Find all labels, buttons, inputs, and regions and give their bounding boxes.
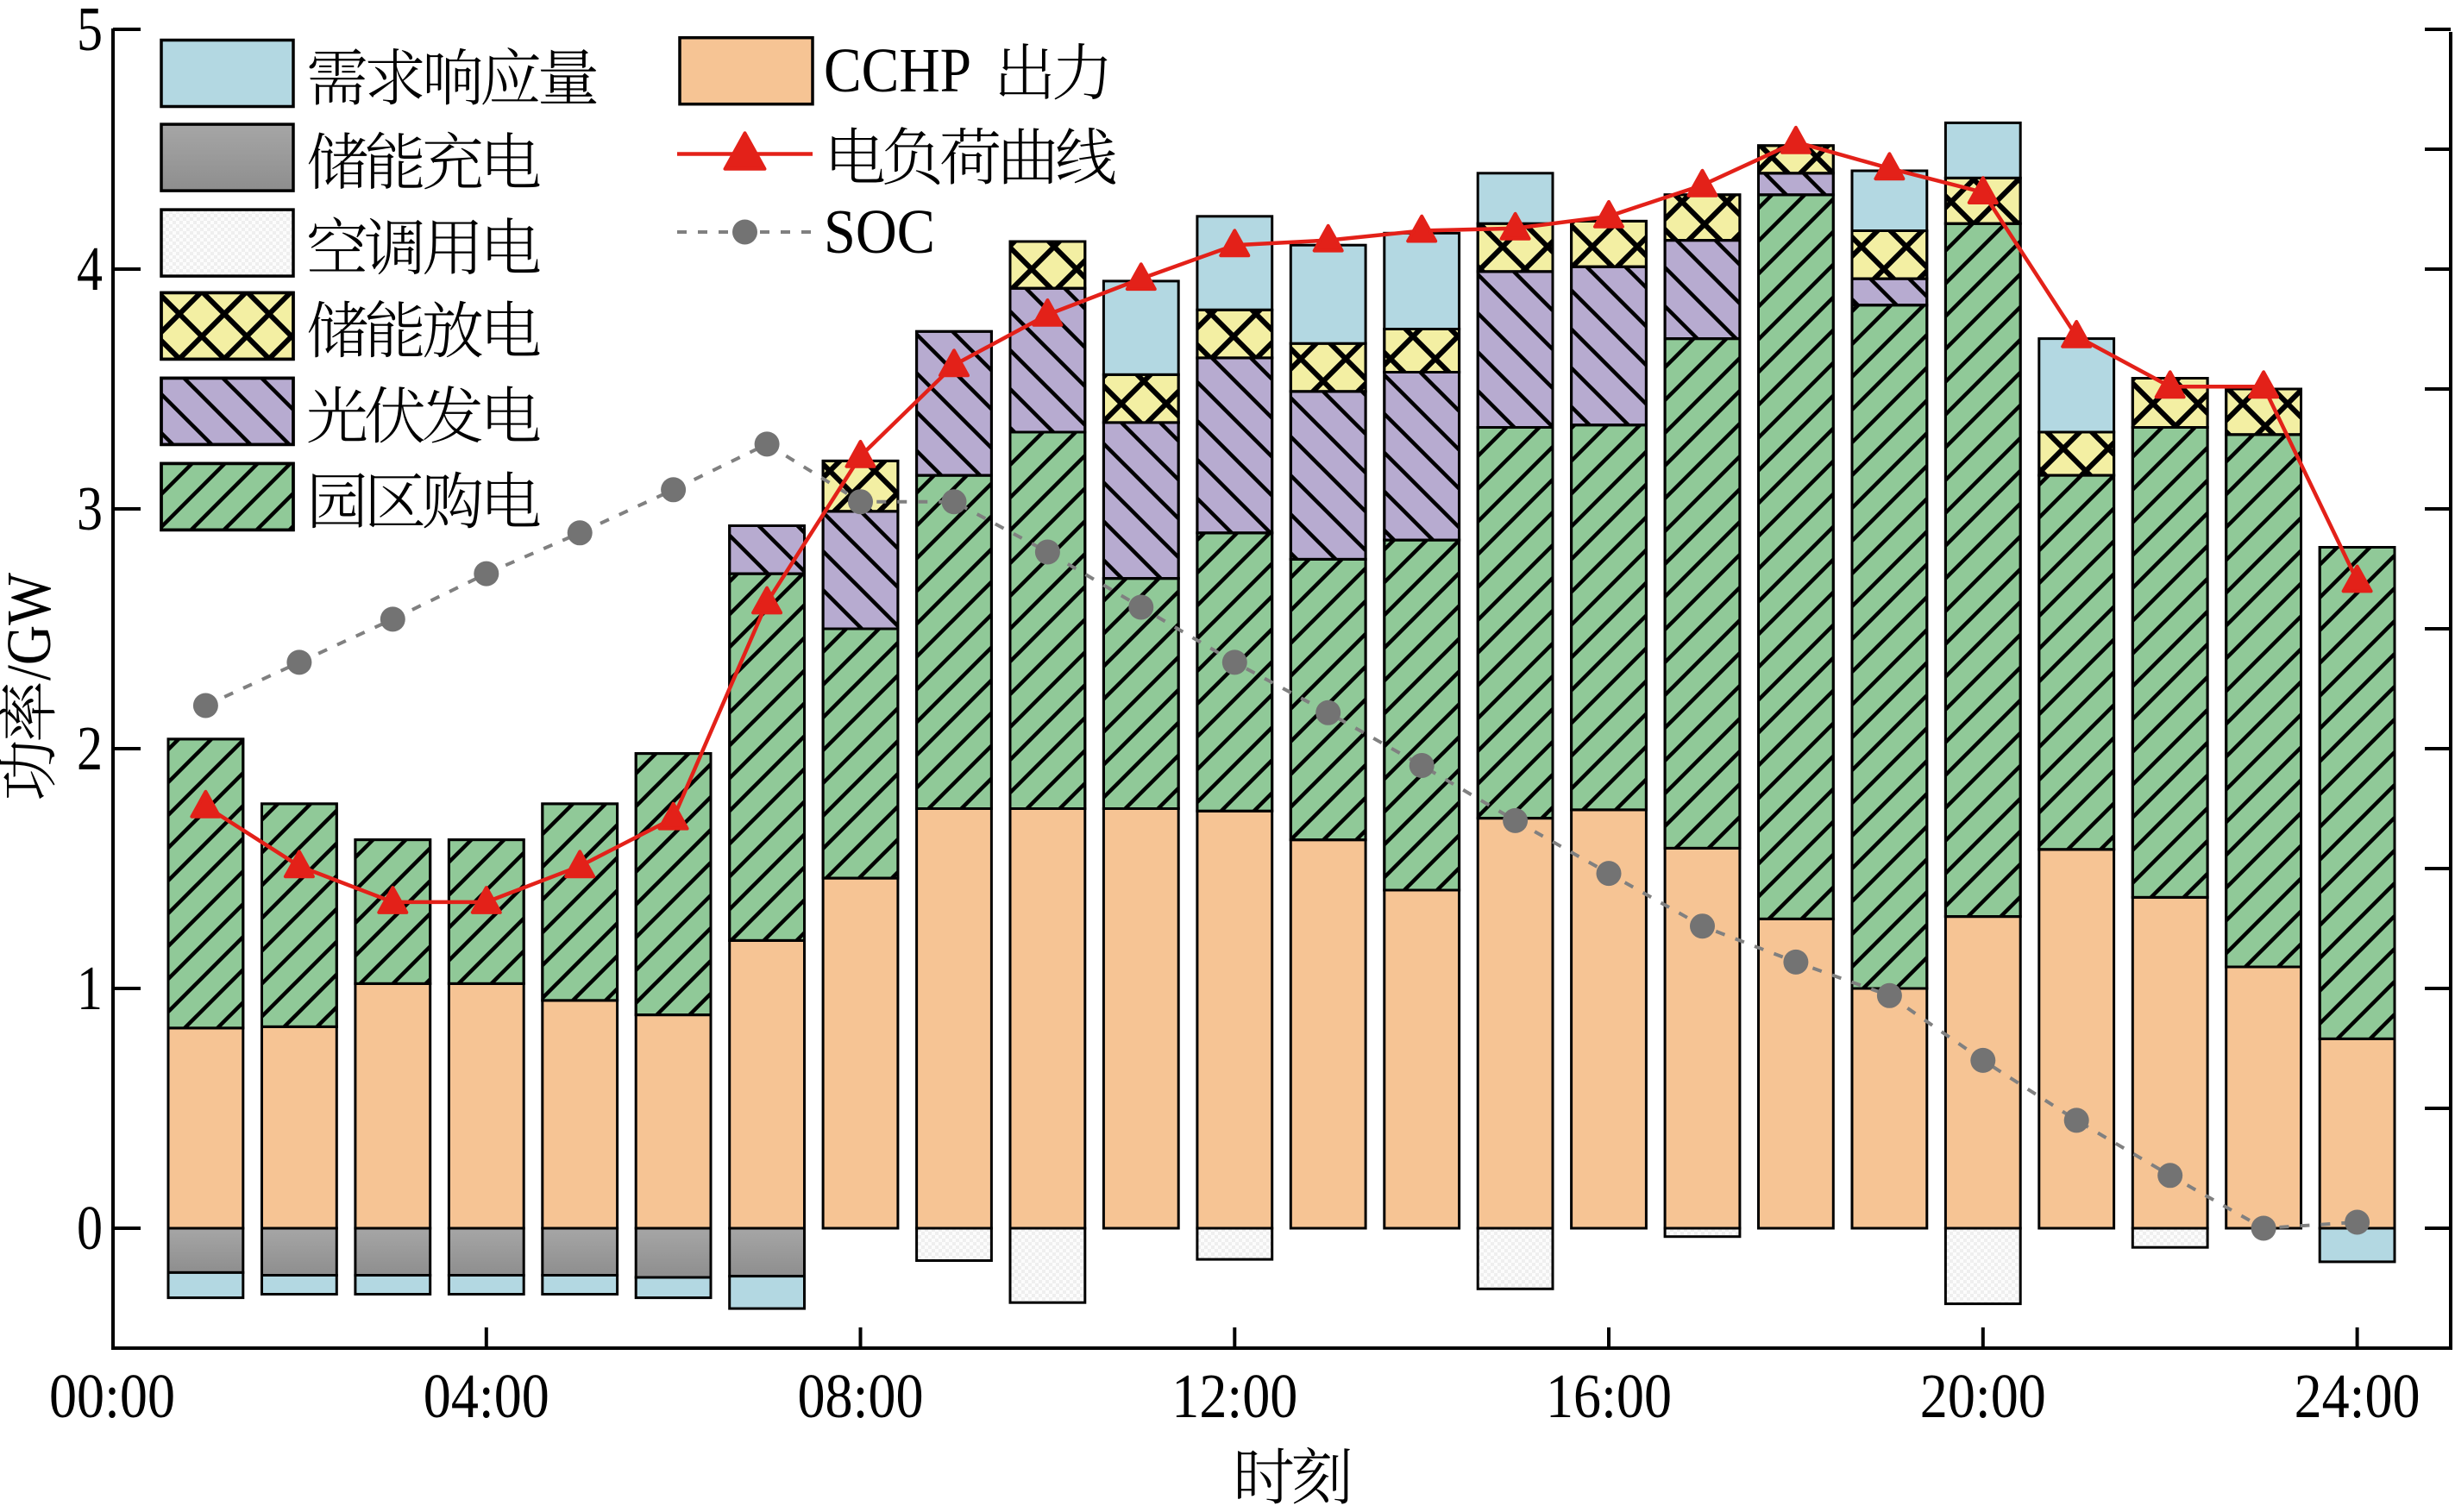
- svg-text:04:00: 04:00: [424, 1361, 549, 1431]
- svg-text:2: 2: [77, 713, 103, 783]
- svg-text:20:00: 20:00: [1920, 1361, 2046, 1431]
- svg-text:/GW: /GW: [0, 573, 64, 681]
- svg-text:12:00: 12:00: [1171, 1361, 1297, 1431]
- svg-text:1: 1: [77, 953, 103, 1023]
- svg-text:3: 3: [77, 474, 103, 543]
- svg-text:24:00: 24:00: [2295, 1361, 2420, 1431]
- svg-text:SOC: SOC: [824, 197, 935, 267]
- svg-text:4: 4: [77, 234, 103, 304]
- svg-text:16:00: 16:00: [1546, 1361, 1672, 1431]
- svg-text:08:00: 08:00: [798, 1361, 924, 1431]
- svg-text:5: 5: [77, 0, 103, 64]
- svg-text:00:00: 00:00: [49, 1361, 175, 1431]
- svg-text:0: 0: [77, 1193, 103, 1263]
- svg-text:CCHP: CCHP: [824, 35, 971, 105]
